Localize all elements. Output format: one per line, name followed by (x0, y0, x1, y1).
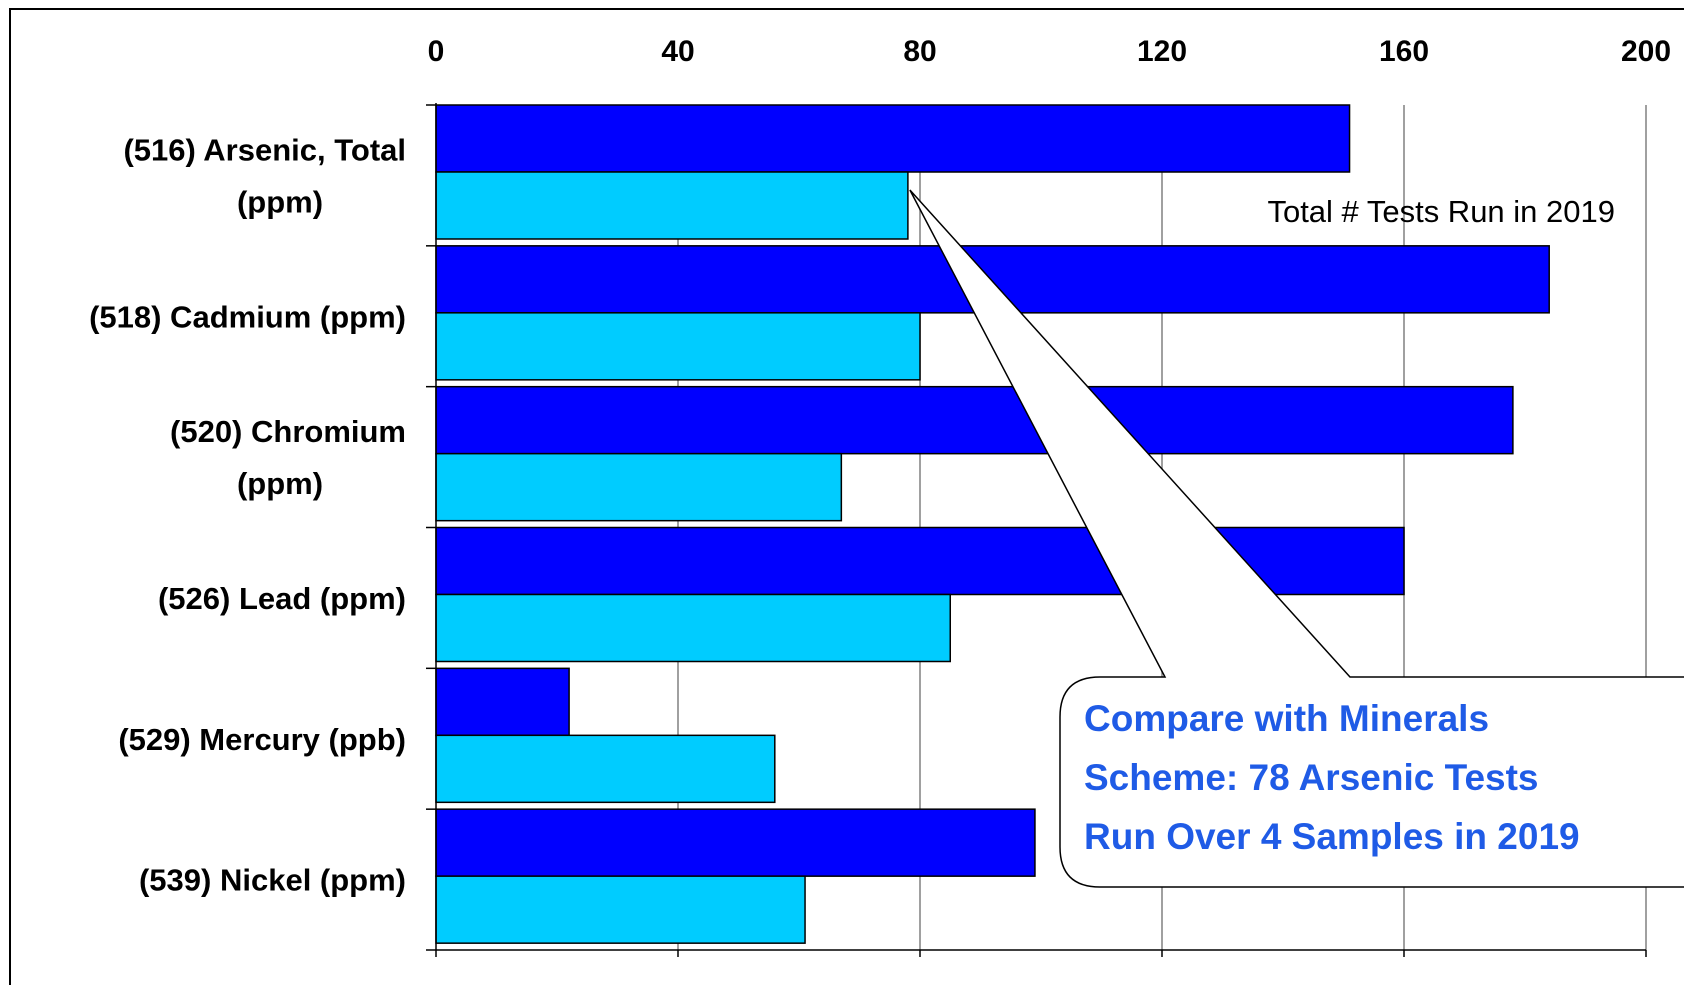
category-label: (516) Arsenic, Total (ppm) (123, 132, 406, 219)
category-label-line: (529) Mercury (ppb) (118, 722, 406, 757)
bar-series-dark-2 (435, 385, 1514, 455)
category-label-line: (526) Lead (ppm) (158, 581, 406, 616)
legend-entry: Total # Tests Run in 2019 (1267, 194, 1615, 229)
labels: 0 40 80 120 160 200(516) Arsenic, Total (ppm)(… (89, 35, 1671, 898)
bar-series-light-5 (435, 875, 806, 944)
bar-series-light-0 (435, 171, 909, 240)
x-tick-label: 120 (1137, 35, 1187, 68)
bar-series-dark-5 (435, 808, 1036, 877)
category-label-line: (516) Arsenic, Total (123, 132, 406, 167)
callout-bubble (909, 189, 1684, 888)
bar-series-light-3 (435, 593, 951, 663)
category-label-line: (ppm) (237, 184, 323, 219)
category-label: (520) Chromium (ppm) (170, 414, 406, 501)
x-tick-label: 40 (661, 35, 694, 68)
x-tick-label: 160 (1379, 35, 1429, 68)
callout-text-line: Run Over 4 Samples in 2019 (1084, 816, 1580, 857)
bar-series-light-4 (435, 734, 776, 804)
category-label-line: (518) Cadmium (ppm) (89, 299, 406, 334)
category-label: (518) Cadmium (ppm) (89, 299, 406, 334)
callout-text-line: Scheme: 78 Arsenic Tests (1084, 757, 1539, 798)
x-tick-label: 0 (428, 35, 445, 68)
axes (426, 103, 1647, 957)
callout: Compare with Minerals Scheme: 78 Arsenic … (909, 189, 1684, 888)
x-tick-label: 80 (903, 35, 936, 68)
bar-series-light-1 (435, 312, 921, 381)
bar-series-light-2 (435, 452, 843, 522)
category-label: (526) Lead (ppm) (158, 581, 406, 616)
x-tick-label: 200 (1621, 35, 1671, 68)
category-label-line: (ppm) (237, 466, 323, 501)
category-label-line: (539) Nickel (ppm) (139, 863, 406, 898)
category-label: (539) Nickel (ppm) (139, 863, 406, 898)
category-label-line: (520) Chromium (170, 414, 406, 449)
callout-text-line: Compare with Minerals (1084, 698, 1489, 739)
bar-series-dark-0 (435, 104, 1351, 173)
category-label: (529) Mercury (ppb) (118, 722, 406, 757)
bar-series-dark-4 (435, 667, 570, 737)
bars (435, 104, 1550, 944)
